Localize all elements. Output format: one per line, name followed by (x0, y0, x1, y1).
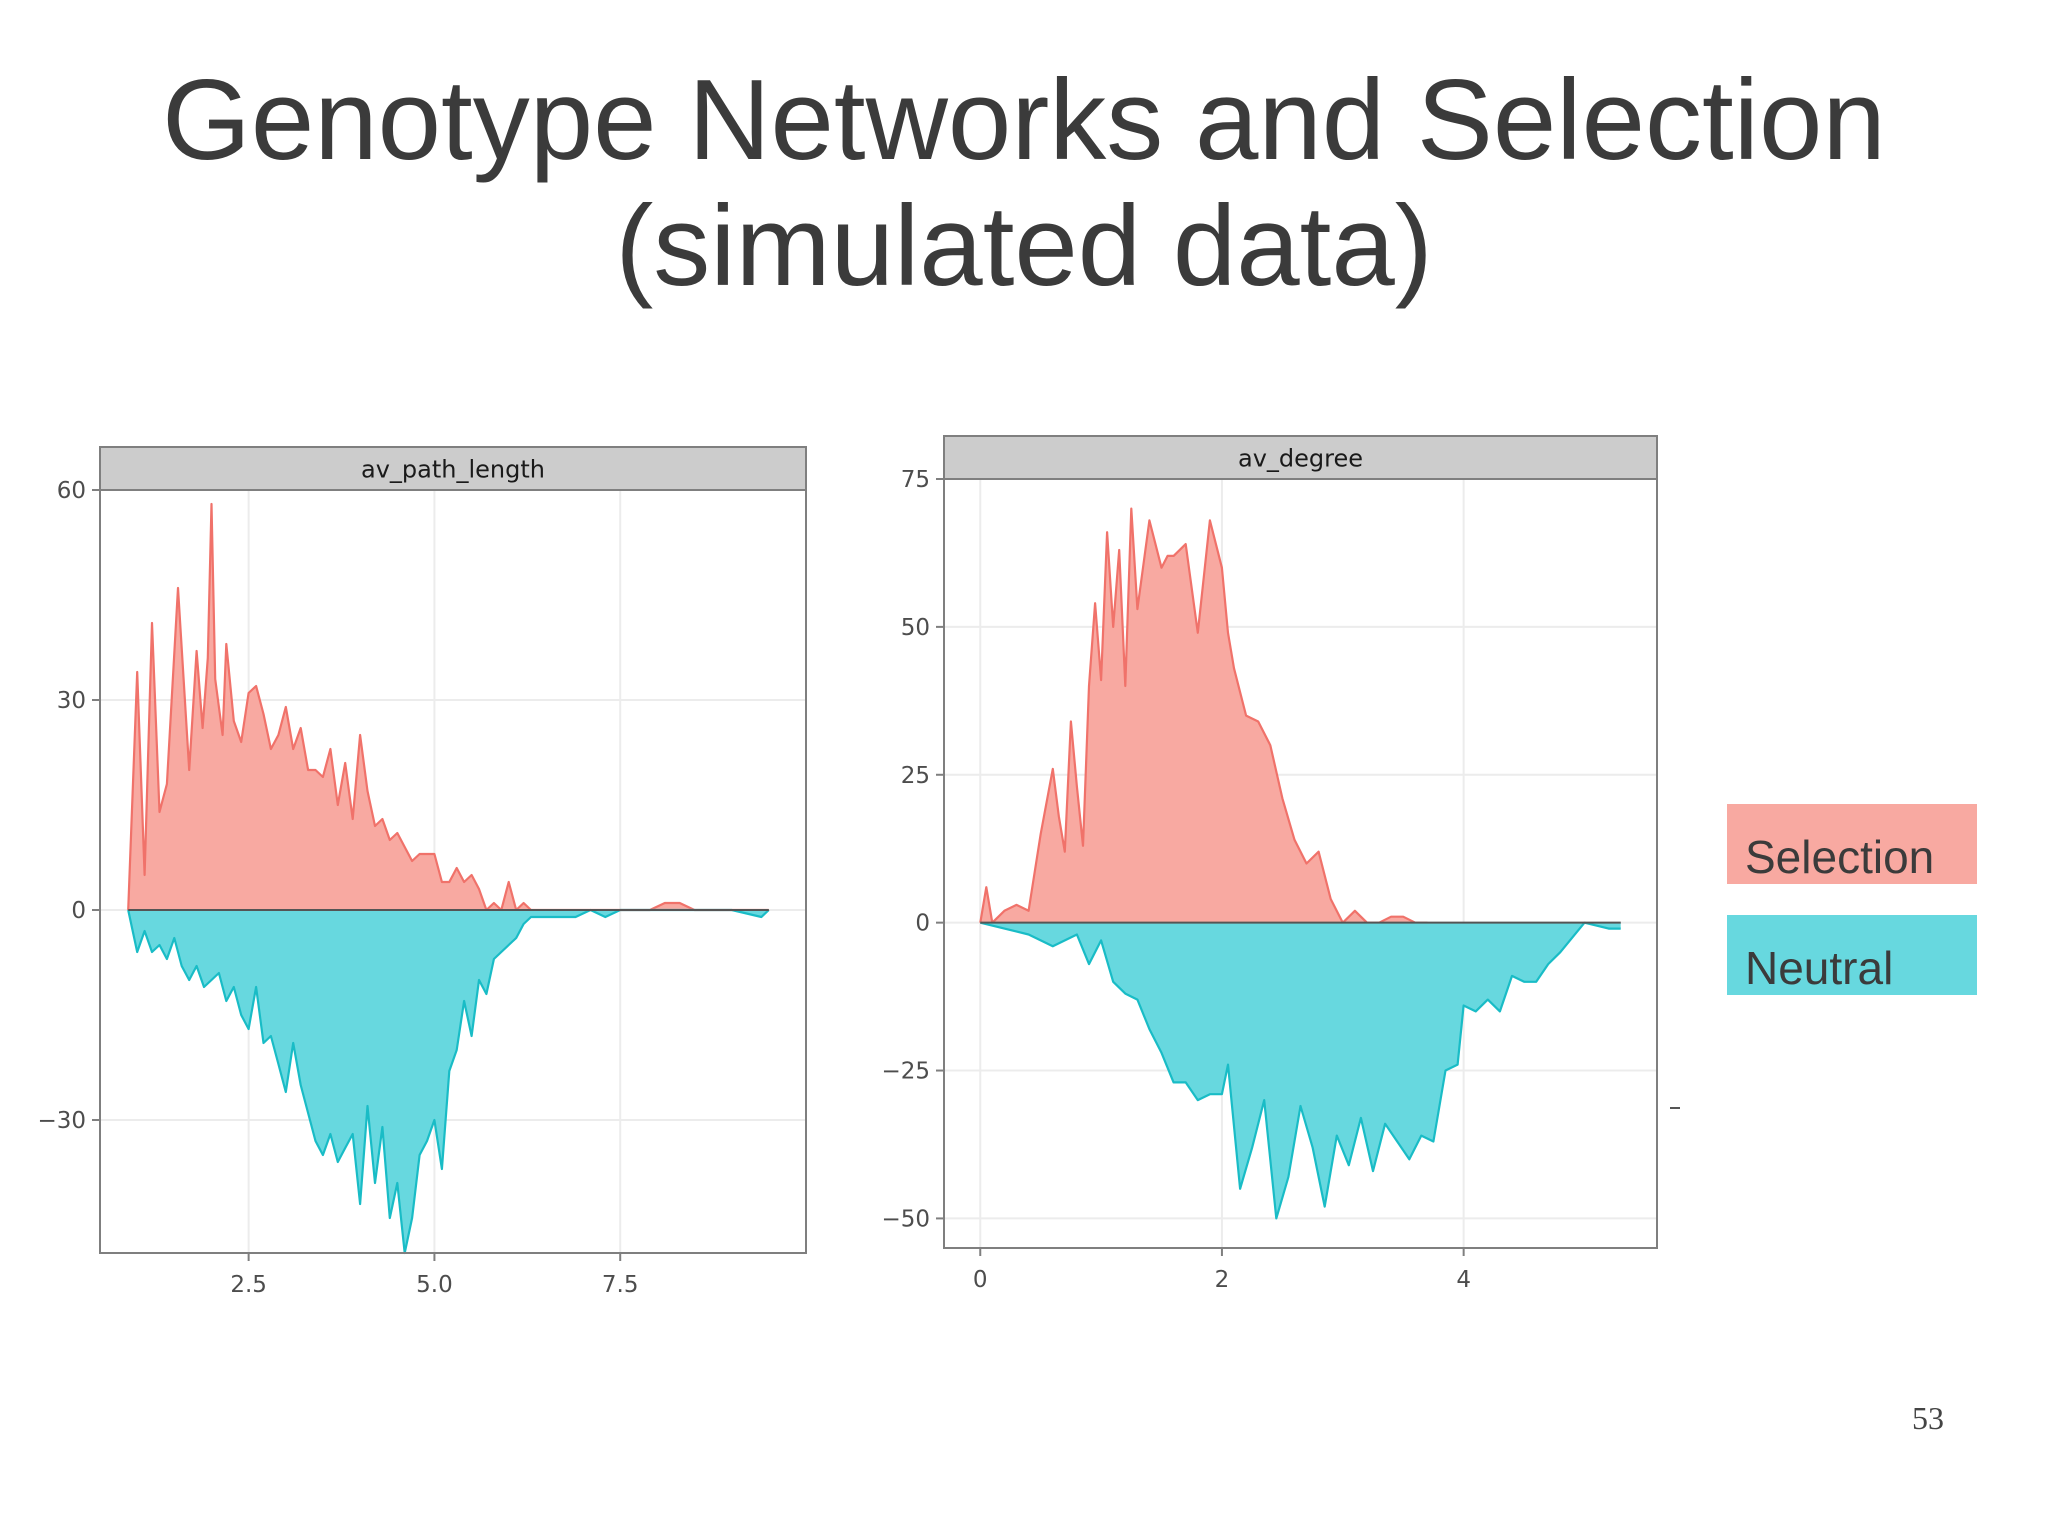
y-tick-label: 0 (915, 911, 930, 937)
chart-panel-2: av_degree −50 −25 0 25 50 75 0 2 4 (881, 435, 1658, 1293)
legend-neutral-label: Neutral (1745, 942, 1894, 994)
facet-strip-label: av_path_length (361, 456, 545, 484)
chart-panel-1: av_path_length −30 0 30 60 2.5 5.0 7.5 (37, 446, 807, 1298)
y-tick-label: −50 (881, 1206, 930, 1232)
legend-neutral: Neutral (1727, 915, 1977, 995)
slide-title-line1: Genotype Networks and Selection (162, 57, 1886, 184)
y-tick-label: 25 (901, 763, 930, 789)
selection-area (128, 504, 769, 910)
legend-selection-label: Selection (1745, 831, 1935, 883)
y-tick-label: 60 (57, 478, 86, 504)
y-tick-label: 0 (71, 898, 86, 924)
y-tick-label: −30 (37, 1108, 86, 1134)
facet-strip (99, 446, 807, 491)
legend-selection: Selection (1727, 804, 1977, 884)
slide-title: Genotype Networks and Selection (simulat… (0, 58, 2048, 310)
slide-title-line2: (simulated data) (615, 183, 1433, 310)
y-tick-label: 50 (901, 615, 930, 641)
selection-line (979, 507, 1428, 924)
neutral-line (980, 921, 1621, 1220)
page-number: 53 (1912, 1400, 1944, 1436)
y-tick-label: 75 (901, 467, 930, 493)
x-tick-label: 7.5 (602, 1272, 639, 1298)
x-tick-label: 4 (1456, 1267, 1471, 1293)
x-tick-label: 0 (973, 1267, 988, 1293)
x-tick-label: 2 (1215, 1267, 1230, 1293)
facet-strip-label: av_degree (1238, 445, 1363, 473)
x-tick-label: 2.5 (230, 1272, 267, 1298)
y-tick-label: −25 (881, 1059, 930, 1085)
neutral-line (127, 908, 770, 1255)
selection-area (980, 508, 1428, 923)
facet-strip (943, 435, 1658, 480)
neutral-area (980, 922, 1621, 1219)
y-tick-label: 30 (57, 688, 86, 714)
x-tick-label: 5.0 (416, 1272, 453, 1298)
